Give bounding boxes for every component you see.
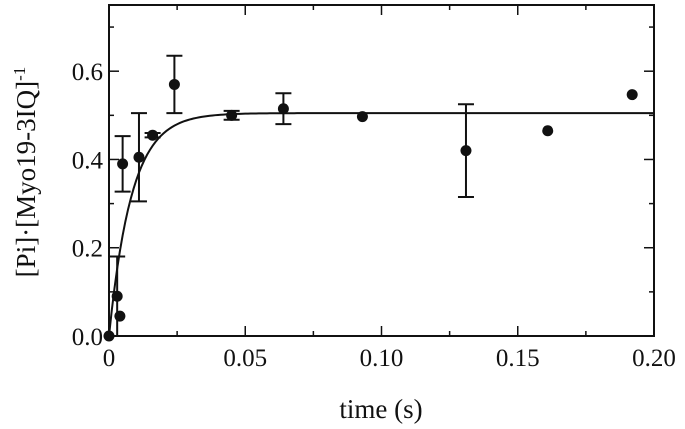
data-point	[626, 89, 638, 101]
data-point	[111, 290, 123, 302]
y-tick-label: 0.0	[72, 324, 103, 351]
data-point	[114, 310, 126, 322]
axis-ticks	[108, 5, 655, 337]
error-bars	[109, 54, 474, 337]
data-point	[168, 78, 180, 90]
data-point	[460, 145, 472, 157]
plot-frame	[108, 4, 655, 337]
x-tick-label: 0.15	[496, 345, 540, 372]
x-tick-label: 0.05	[223, 345, 267, 372]
x-tick-label: 0	[103, 345, 116, 372]
y-tick-label: 0.4	[72, 147, 104, 174]
y-tick-label: 0.2	[72, 236, 103, 263]
data-points	[103, 78, 638, 342]
data-point	[117, 158, 129, 170]
data-point	[147, 129, 159, 141]
y-axis-title: [Pi]·[Myo19-3IQ]-1	[10, 67, 41, 278]
data-point	[277, 103, 289, 115]
y-axis-title-superscript: -1	[10, 67, 29, 81]
data-point	[133, 151, 145, 163]
data-point	[356, 111, 368, 123]
data-point	[103, 330, 115, 342]
y-axis-title-main: [Pi]·[Myo19-3IQ]	[11, 81, 41, 277]
x-tick-label: 0.10	[360, 345, 404, 372]
x-tick-label: 0.20	[632, 345, 676, 372]
data-point	[542, 125, 554, 137]
tick-labels: 0 0.05 0.10 0.15 0.20 0.0 0.2 0.4 0.6	[72, 59, 676, 372]
data-point	[226, 109, 238, 121]
y-tick-label: 0.6	[72, 59, 103, 86]
x-axis-title: time (s)	[339, 394, 422, 424]
fit-curve	[108, 112, 654, 337]
